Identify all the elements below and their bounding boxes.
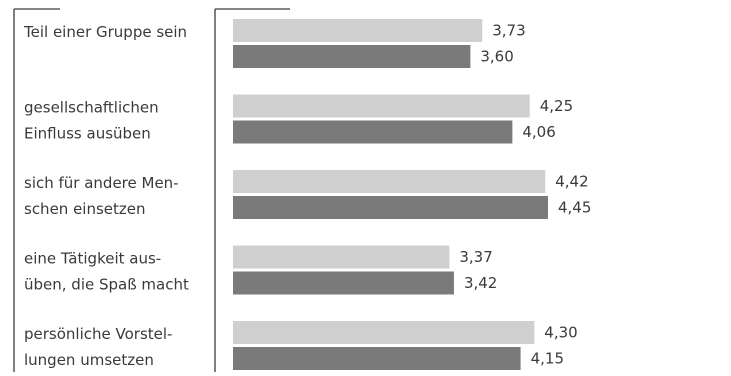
bar [233,120,513,144]
category-label: sich für andere Men- [24,174,179,192]
bar [233,196,548,219]
data-label: 4,06 [522,123,555,141]
data-label: 3,60 [480,48,513,66]
bars [233,19,548,370]
bar [233,19,483,42]
bar [233,94,530,118]
data-label: 3,37 [459,248,492,266]
data-label: 4,45 [558,199,591,217]
category-label: persönliche Vorstel- [24,325,172,343]
category-label: lungen umsetzen [24,351,154,369]
category-label: Einfluss ausüben [24,125,151,143]
bar [233,45,471,68]
category-label: eine Tätigkeit aus- [24,250,161,268]
bar [233,170,546,193]
bar [233,347,521,370]
bar [233,245,450,269]
category-label: Teil einer Gruppe sein [23,23,187,41]
bar [233,271,454,295]
category-label: gesellschaftlichen [24,99,159,117]
data-label: 3,42 [464,274,497,292]
data-label: 4,42 [555,173,588,191]
data-label: 4,30 [544,324,577,342]
axes [13,8,290,372]
data-label: 4,15 [531,350,564,368]
data-label: 3,73 [492,22,525,40]
category-labels: Teil einer Gruppe sein gesellschaftlichen… [23,23,189,369]
bar [233,321,535,344]
category-label: üben, die Spaß macht [24,276,189,294]
category-label: schen einsetzen [24,200,146,218]
value-labels: 3,73 3,60 4,25 4,06 4,42 4,45 3,37 3,42 4,30 4,15 [459,22,591,368]
data-label: 4,25 [540,97,573,115]
